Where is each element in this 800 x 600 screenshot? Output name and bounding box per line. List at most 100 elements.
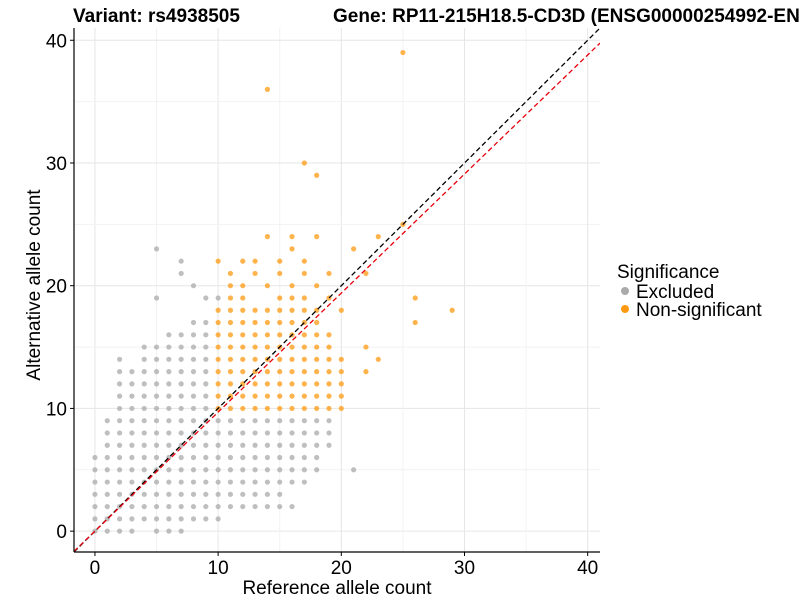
point-excluded bbox=[92, 479, 98, 485]
point-excluded bbox=[326, 442, 332, 448]
point-excluded bbox=[129, 369, 135, 375]
point-excluded bbox=[178, 344, 184, 350]
point-non-significant bbox=[264, 86, 271, 92]
point-non-significant bbox=[375, 234, 381, 240]
point-non-significant bbox=[314, 405, 320, 412]
point-non-significant bbox=[326, 332, 332, 338]
point-excluded bbox=[252, 503, 258, 510]
point-excluded bbox=[129, 516, 135, 522]
point-excluded bbox=[190, 479, 197, 485]
point-excluded bbox=[277, 503, 283, 510]
point-excluded bbox=[116, 356, 123, 362]
point-excluded bbox=[104, 467, 110, 473]
point-excluded bbox=[129, 467, 135, 473]
y-tick-label: 40 bbox=[46, 31, 67, 52]
point-non-significant bbox=[301, 307, 307, 313]
y-tick-label: 10 bbox=[46, 399, 67, 420]
point-non-significant bbox=[264, 319, 271, 326]
point-excluded bbox=[104, 418, 110, 424]
point-excluded bbox=[190, 454, 197, 461]
point-excluded bbox=[289, 503, 295, 510]
point-excluded bbox=[178, 258, 184, 264]
point-excluded bbox=[129, 442, 135, 448]
point-excluded bbox=[277, 479, 283, 485]
point-non-significant bbox=[252, 381, 258, 387]
point-non-significant bbox=[338, 369, 344, 375]
point-excluded bbox=[190, 393, 197, 399]
point-non-significant bbox=[252, 332, 258, 338]
point-excluded bbox=[104, 491, 110, 497]
grid bbox=[74, 28, 600, 552]
point-non-significant bbox=[301, 344, 307, 350]
point-excluded bbox=[240, 491, 246, 497]
point-excluded bbox=[227, 467, 234, 473]
point-excluded bbox=[240, 503, 246, 510]
point-excluded bbox=[178, 369, 184, 375]
point-excluded bbox=[104, 442, 110, 448]
ref-line-fit bbox=[74, 42, 600, 552]
point-non-significant bbox=[338, 405, 344, 412]
point-excluded bbox=[190, 283, 197, 289]
point-excluded bbox=[203, 295, 209, 301]
point-excluded bbox=[289, 454, 295, 461]
point-excluded bbox=[92, 491, 98, 497]
point-excluded bbox=[153, 405, 160, 412]
point-excluded bbox=[314, 430, 320, 436]
point-non-significant bbox=[375, 356, 381, 362]
point-excluded bbox=[153, 246, 160, 252]
point-excluded bbox=[141, 503, 147, 510]
point-excluded bbox=[129, 479, 135, 485]
point-non-significant bbox=[289, 344, 295, 350]
point-excluded bbox=[178, 479, 184, 485]
y-tick-label: 20 bbox=[46, 277, 67, 298]
point-non-significant bbox=[301, 270, 307, 277]
point-non-significant bbox=[289, 307, 295, 313]
point-excluded bbox=[153, 393, 160, 399]
point-excluded bbox=[116, 454, 123, 461]
point-excluded bbox=[166, 467, 172, 473]
point-excluded bbox=[166, 356, 172, 362]
point-non-significant bbox=[338, 307, 344, 313]
point-excluded bbox=[227, 491, 234, 497]
point-excluded bbox=[166, 528, 172, 534]
point-excluded bbox=[166, 369, 172, 375]
point-excluded bbox=[116, 479, 123, 485]
point-excluded bbox=[215, 516, 221, 522]
point-non-significant bbox=[301, 393, 307, 399]
point-non-significant bbox=[252, 319, 258, 326]
point-excluded bbox=[252, 491, 258, 497]
point-non-significant bbox=[227, 307, 234, 313]
point-excluded bbox=[178, 516, 184, 522]
point-excluded bbox=[227, 418, 234, 424]
legend-swatch-non-significant bbox=[621, 305, 629, 313]
point-non-significant bbox=[215, 393, 221, 399]
point-excluded bbox=[301, 454, 307, 461]
point-excluded bbox=[166, 479, 172, 485]
point-excluded bbox=[289, 418, 295, 424]
x-axis-label: Reference allele count bbox=[242, 578, 432, 599]
x-tick-label: 10 bbox=[208, 558, 229, 579]
point-non-significant bbox=[400, 49, 406, 56]
point-excluded bbox=[153, 516, 160, 522]
point-excluded bbox=[227, 503, 234, 510]
point-non-significant bbox=[314, 283, 320, 289]
point-non-significant bbox=[314, 393, 320, 399]
point-excluded bbox=[141, 516, 147, 522]
point-non-significant bbox=[264, 234, 271, 240]
point-non-significant bbox=[277, 369, 283, 375]
point-non-significant bbox=[277, 405, 283, 412]
point-non-significant bbox=[240, 332, 246, 338]
point-non-significant bbox=[289, 405, 295, 412]
point-excluded bbox=[153, 528, 160, 534]
point-excluded bbox=[178, 503, 184, 510]
point-excluded bbox=[141, 491, 147, 497]
point-non-significant bbox=[215, 307, 221, 313]
point-non-significant bbox=[314, 344, 320, 350]
point-non-significant bbox=[277, 356, 283, 362]
point-excluded bbox=[178, 528, 184, 534]
data-points bbox=[92, 49, 455, 534]
point-non-significant bbox=[301, 405, 307, 412]
legend-label-non-significant: Non-significant bbox=[636, 300, 762, 321]
point-excluded bbox=[166, 442, 172, 448]
point-non-significant bbox=[215, 344, 221, 350]
